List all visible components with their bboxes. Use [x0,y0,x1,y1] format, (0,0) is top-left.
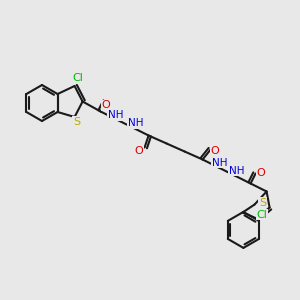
Text: S: S [73,117,80,127]
Text: Cl: Cl [256,209,267,220]
Text: NH: NH [212,158,227,167]
Text: O: O [134,146,143,155]
Text: NH: NH [229,166,244,176]
Text: NH: NH [108,110,123,121]
Text: S: S [259,197,266,208]
Text: Cl: Cl [72,73,83,83]
Text: O: O [101,100,110,110]
Text: O: O [210,146,219,157]
Text: O: O [256,167,265,178]
Text: NH: NH [128,118,143,128]
